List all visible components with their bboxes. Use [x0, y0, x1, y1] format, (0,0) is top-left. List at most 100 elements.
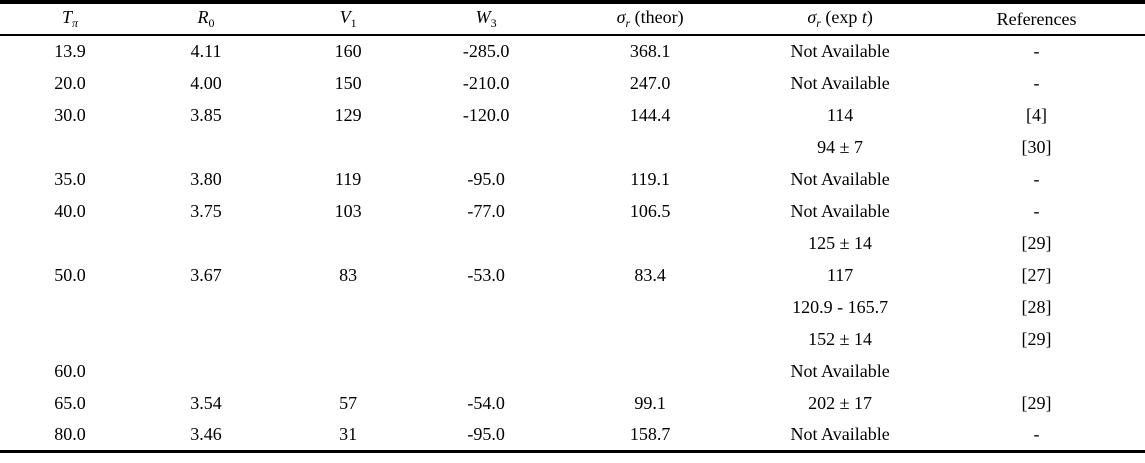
table-row: 40.0 3.75 103 -77.0 106.5 Not Available - [0, 195, 1145, 227]
math-symbol: σ [616, 7, 626, 27]
table-cell: 35.0 [54, 168, 86, 189]
table-cell: -95.0 [467, 168, 505, 189]
table-cell: 160 [334, 41, 362, 61]
table-cell [272, 291, 424, 323]
table-body: 13.9 4.11 160 -285.0 368.1 Not Available - 20.0… [0, 35, 1145, 451]
column-header: V1 [272, 2, 425, 36]
table-cell: 144.4 [629, 104, 671, 125]
table-cell: -54.0 [467, 392, 505, 413]
table-cell [424, 227, 548, 259]
subscript: 0 [208, 16, 215, 30]
table-cell: -210.0 [462, 72, 510, 93]
table-cell [548, 227, 752, 259]
table-cell: 13.9 [54, 41, 86, 61]
table-cell: 30.0 [54, 104, 86, 125]
table-cell: 83 [339, 264, 358, 285]
header-text: ) [866, 7, 873, 27]
table-cell: 152 ± 14 [808, 328, 873, 349]
table-cell: 120.9 - 165.7 [792, 296, 889, 317]
table-cell: 83.4 [634, 264, 666, 285]
table-row: 65.0 3.54 57 -54.0 99.1 202 ± 17 [29] [0, 387, 1145, 419]
table-cell [272, 131, 424, 163]
math-symbol: W [475, 7, 491, 27]
table-cell: 65.0 [54, 392, 86, 413]
subscript: r [816, 16, 821, 30]
table-cell: [29] [1021, 232, 1052, 253]
table-cell: Not Available [790, 72, 890, 93]
table-cell: 3.54 [190, 392, 222, 413]
table-cell [548, 291, 752, 323]
table-cell: Not Available [790, 168, 890, 189]
table-cell: [28] [1021, 296, 1052, 317]
table-cell: 20.0 [54, 72, 86, 93]
table-cell: 150 [334, 72, 362, 93]
table-row: 35.0 3.80 119 -95.0 119.1 Not Available - [0, 163, 1145, 195]
table-cell: 57 [339, 392, 358, 413]
table-cell [424, 355, 548, 387]
table-row: 30.0 3.85 129 -120.0 144.4 114 [4] [0, 99, 1145, 131]
table-cell: 4.11 [190, 41, 222, 61]
table-cell [0, 227, 140, 259]
table-cell: 119 [334, 168, 362, 189]
table-cell: 103 [334, 200, 362, 221]
table-cell: 117 [826, 264, 854, 285]
table-row: 94 ± 7 [30] [0, 131, 1145, 163]
subscript: 3 [490, 16, 497, 30]
table-cell [140, 323, 272, 355]
table-cell [272, 323, 424, 355]
header-text: References [996, 8, 1077, 29]
table-cell: 40.0 [54, 200, 86, 221]
table-cell: - [1033, 423, 1040, 444]
table-cell: 3.46 [190, 423, 222, 444]
table-cell [272, 355, 424, 387]
subscript: π [72, 16, 79, 30]
table-row: 50.0 3.67 83 -53.0 83.4 117 [27] [0, 259, 1145, 291]
table-cell: Not Available [790, 423, 890, 444]
header-row: Tπ R0 V1 W3 σr (theor) σr (exp t) References [0, 2, 1145, 36]
table-cell: 114 [826, 104, 854, 125]
table-row: 152 ± 14 [29] [0, 323, 1145, 355]
table-cell: -77.0 [467, 200, 505, 221]
column-header: σr (theor) [548, 2, 753, 36]
table-cell [0, 323, 140, 355]
math-symbol: R [197, 7, 209, 27]
math-symbol: V [339, 7, 351, 27]
table-cell: 119.1 [630, 168, 671, 189]
table-cell: 94 ± 7 [817, 136, 864, 157]
table-cell: -95.0 [467, 423, 505, 444]
table-cell: [4] [1026, 104, 1048, 125]
results-table: Tπ R0 V1 W3 σr (theor) σr (exp t) References 1… [0, 0, 1145, 453]
table-cell [140, 355, 272, 387]
table-cell [548, 355, 752, 387]
table-row: 20.0 4.00 150 -210.0 247.0 Not Available - [0, 67, 1145, 99]
table-cell: 3.80 [190, 168, 222, 189]
table-row: 80.0 3.46 31 -95.0 158.7 Not Available - [0, 419, 1145, 451]
table-cell: - [1033, 200, 1040, 221]
table-cell: 31 [339, 423, 358, 444]
math-symbol: σ [807, 7, 817, 27]
column-header: References [928, 2, 1145, 36]
math-symbol: T [62, 7, 73, 27]
table-cell: - [1033, 72, 1040, 93]
table-cell: 368.1 [629, 41, 671, 61]
table-cell: 60.0 [54, 360, 86, 381]
table-cell [424, 323, 548, 355]
table-cell: Not Available [790, 41, 890, 61]
table-cell: Not Available [790, 200, 890, 221]
table-row: 60.0 Not Available [0, 355, 1145, 387]
table-cell: -285.0 [462, 41, 510, 61]
table-cell: [30] [1021, 136, 1052, 157]
table-cell: -120.0 [462, 104, 510, 125]
table-cell [140, 131, 272, 163]
header-text: (exp [820, 7, 862, 27]
header-text: (theor) [630, 7, 684, 27]
table-cell: 50.0 [54, 264, 86, 285]
table-cell: [27] [1021, 264, 1052, 285]
column-header: σr (exp t) [752, 2, 929, 36]
table-cell [0, 131, 140, 163]
table-cell: 247.0 [629, 72, 671, 93]
table-cell: 3.67 [190, 264, 222, 285]
table-cell: [29] [1021, 392, 1052, 413]
subscript: 1 [350, 16, 357, 30]
table-cell: 129 [334, 104, 362, 125]
